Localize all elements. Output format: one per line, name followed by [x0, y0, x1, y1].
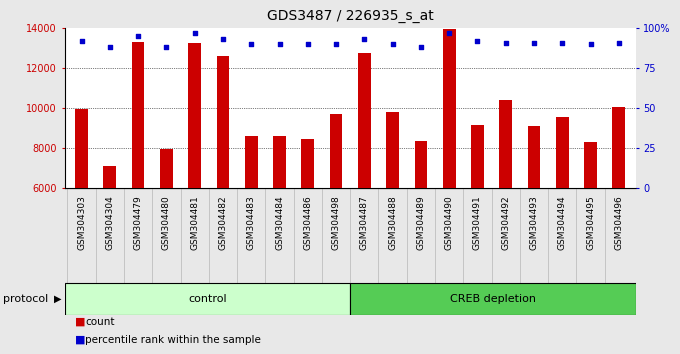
Text: ■: ■ [75, 335, 85, 345]
Point [76, 38, 87, 44]
Bar [188, 43, 201, 188]
Bar [245, 136, 258, 188]
Bar [301, 139, 314, 188]
Text: GSM304483: GSM304483 [247, 195, 256, 250]
Text: GSM304495: GSM304495 [586, 195, 595, 250]
Text: GSM304491: GSM304491 [473, 195, 482, 250]
Bar [330, 114, 343, 188]
Bar [584, 142, 597, 188]
Text: GSM304486: GSM304486 [303, 195, 312, 250]
Bar [613, 107, 625, 188]
Bar [499, 100, 512, 188]
Bar [217, 56, 229, 188]
Point [415, 45, 426, 50]
Text: GSM304490: GSM304490 [445, 195, 454, 250]
Text: GSM304489: GSM304489 [416, 195, 426, 250]
Point [387, 41, 398, 47]
Text: GSM304479: GSM304479 [134, 195, 143, 250]
Bar [528, 126, 541, 188]
Text: GSM304493: GSM304493 [530, 195, 539, 250]
Text: GSM304488: GSM304488 [388, 195, 397, 250]
Text: ■: ■ [75, 317, 85, 327]
Point [218, 37, 228, 42]
Text: GSM304487: GSM304487 [360, 195, 369, 250]
Text: GSM304482: GSM304482 [218, 195, 227, 250]
Bar [65, 283, 350, 315]
Text: GSM304498: GSM304498 [332, 195, 341, 250]
Bar [160, 149, 173, 188]
Text: GSM304304: GSM304304 [105, 195, 114, 250]
Point [528, 40, 539, 46]
Text: GDS3487 / 226935_s_at: GDS3487 / 226935_s_at [267, 9, 434, 23]
Bar [350, 283, 636, 315]
Point [613, 40, 624, 46]
Text: protocol: protocol [3, 294, 49, 304]
Bar [132, 42, 144, 188]
Bar [471, 125, 483, 188]
Point [303, 41, 313, 47]
Text: GSM304480: GSM304480 [162, 195, 171, 250]
Bar [415, 141, 427, 188]
Bar [556, 117, 568, 188]
Point [245, 41, 256, 47]
Point [472, 38, 483, 44]
Text: GSM304481: GSM304481 [190, 195, 199, 250]
Point [330, 41, 341, 47]
Bar [75, 109, 88, 188]
Point [189, 30, 200, 36]
Text: ▶: ▶ [54, 294, 61, 304]
Point [133, 34, 143, 39]
Text: GSM304484: GSM304484 [275, 195, 284, 250]
Text: GSM304496: GSM304496 [614, 195, 624, 250]
Bar [273, 136, 286, 188]
Text: GSM304494: GSM304494 [558, 195, 566, 250]
Point [161, 45, 172, 50]
Point [557, 40, 568, 46]
Point [105, 45, 116, 50]
Text: count: count [85, 317, 114, 327]
Text: percentile rank within the sample: percentile rank within the sample [85, 335, 261, 345]
Point [585, 41, 596, 47]
Text: GSM304303: GSM304303 [77, 195, 86, 250]
Text: GSM304492: GSM304492 [501, 195, 510, 250]
Bar [358, 53, 371, 188]
Point [444, 30, 455, 36]
Bar [103, 166, 116, 188]
Text: CREB depletion: CREB depletion [450, 294, 536, 304]
Point [500, 40, 511, 46]
Point [274, 41, 285, 47]
Bar [443, 29, 456, 188]
Bar [386, 112, 399, 188]
Text: control: control [188, 294, 226, 304]
Point [359, 37, 370, 42]
